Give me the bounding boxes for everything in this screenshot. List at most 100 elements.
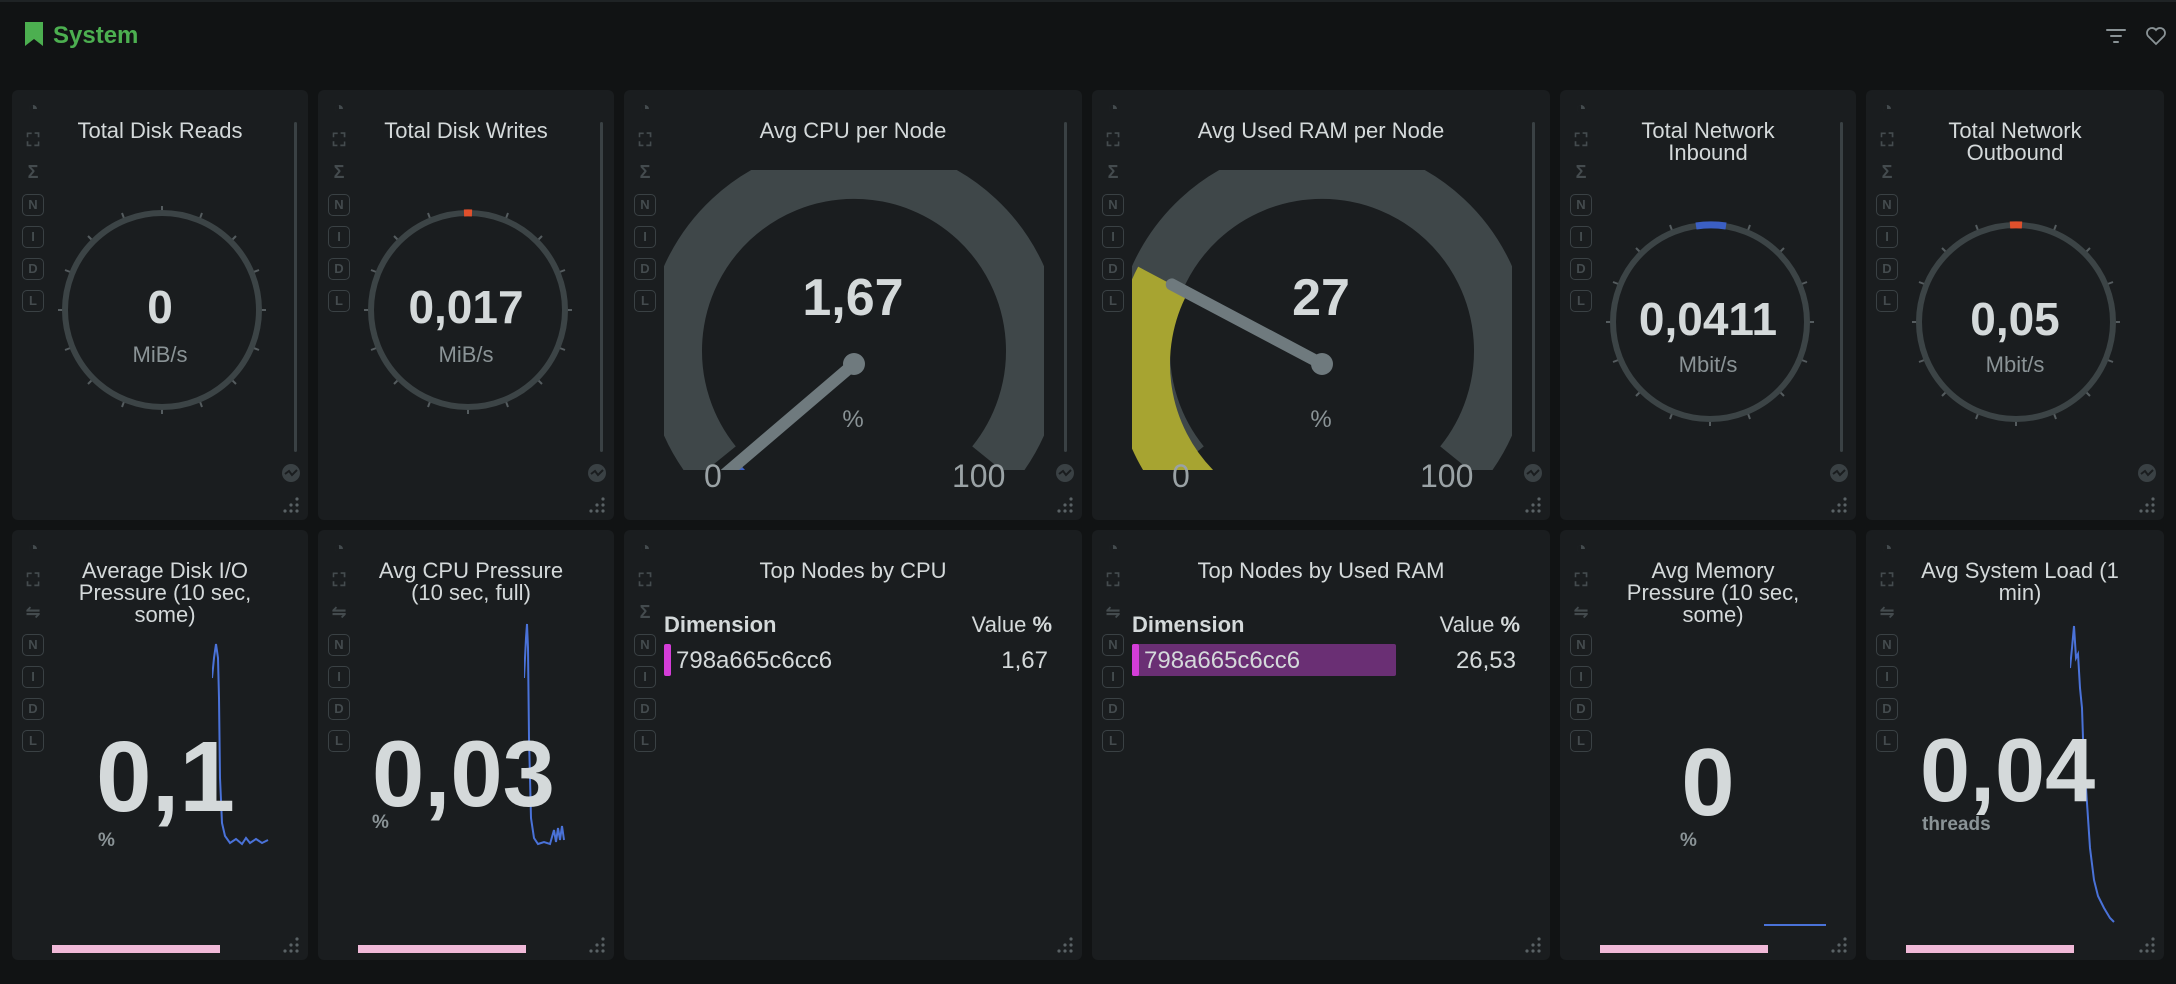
panel-top-nodes-by-used-ram[interactable]: ◔ ⛶ ⇋ N I D L Top Nodes by Used RAM Dime…	[1092, 530, 1550, 960]
panel-scrollbar[interactable]	[294, 122, 297, 452]
panel-avg-memory-pressure[interactable]: ◔ ⛶ ⇋ N I D L Avg Memory Pressure (10 se…	[1560, 530, 1856, 960]
chart-type-icon[interactable]: ◔	[1107, 98, 1119, 118]
i-icon[interactable]: I	[1876, 666, 1898, 688]
l-icon[interactable]: L	[1876, 730, 1898, 752]
settings-icon[interactable]	[1054, 462, 1076, 484]
expand-icon[interactable]: ⛶	[26, 130, 40, 150]
d-icon[interactable]: D	[1876, 698, 1898, 720]
d-icon[interactable]: D	[1570, 258, 1592, 280]
resize-handle-icon[interactable]	[1056, 936, 1074, 954]
heart-icon[interactable]	[2144, 24, 2168, 48]
l-icon[interactable]: L	[1570, 290, 1592, 312]
n-icon[interactable]: N	[1570, 634, 1592, 656]
d-icon[interactable]: D	[328, 698, 350, 720]
arrows-icon[interactable]: ⇋	[331, 602, 347, 622]
table-row[interactable]: 798a665c6cc6 1,67	[664, 644, 1052, 678]
l-icon[interactable]: L	[22, 730, 44, 752]
l-icon[interactable]: L	[1102, 290, 1124, 312]
panel-total-network-outbound[interactable]: ◔ ⛶ Σ N I D L Total Network Outbound 0,0…	[1866, 90, 2164, 520]
n-icon[interactable]: N	[328, 194, 350, 216]
i-icon[interactable]: I	[22, 226, 44, 248]
settings-icon[interactable]	[586, 462, 608, 484]
sum-icon[interactable]: Σ	[1107, 162, 1119, 182]
resize-handle-icon[interactable]	[588, 936, 606, 954]
expand-icon[interactable]: ⛶	[26, 570, 40, 590]
l-icon[interactable]: L	[1570, 730, 1592, 752]
expand-icon[interactable]: ⛶	[1106, 570, 1120, 590]
settings-icon[interactable]	[1522, 462, 1544, 484]
chart-type-icon[interactable]: ◔	[639, 538, 651, 558]
resize-handle-icon[interactable]	[2138, 496, 2156, 514]
panel-avg-used-ram-per-node[interactable]: ◔ ⛶ Σ N I D L Avg Used RAM per Node 27 %…	[1092, 90, 1550, 520]
panel-scrollbar[interactable]	[1840, 122, 1843, 452]
settings-icon[interactable]	[280, 462, 302, 484]
sum-icon[interactable]: Σ	[27, 162, 39, 182]
i-icon[interactable]: I	[634, 226, 656, 248]
sum-icon[interactable]: Σ	[639, 602, 651, 622]
n-icon[interactable]: N	[328, 634, 350, 656]
chart-type-icon[interactable]: ◔	[1881, 98, 1893, 118]
d-icon[interactable]: D	[634, 258, 656, 280]
expand-icon[interactable]: ⛶	[332, 570, 346, 590]
settings-icon[interactable]	[1828, 462, 1850, 484]
n-icon[interactable]: N	[634, 194, 656, 216]
i-icon[interactable]: I	[1102, 666, 1124, 688]
chart-type-icon[interactable]: ◔	[27, 98, 39, 118]
d-icon[interactable]: D	[328, 258, 350, 280]
sum-icon[interactable]: Σ	[333, 162, 345, 182]
resize-handle-icon[interactable]	[2138, 936, 2156, 954]
n-icon[interactable]: N	[22, 194, 44, 216]
panel-total-disk-writes[interactable]: ◔ ⛶ Σ N I D L Total Disk Writes 0,017 Mi…	[318, 90, 614, 520]
expand-icon[interactable]: ⛶	[1880, 570, 1894, 590]
expand-icon[interactable]: ⛶	[638, 130, 652, 150]
resize-handle-icon[interactable]	[1830, 936, 1848, 954]
i-icon[interactable]: I	[1570, 226, 1592, 248]
chart-type-icon[interactable]: ◔	[1107, 538, 1119, 558]
i-icon[interactable]: I	[328, 666, 350, 688]
resize-handle-icon[interactable]	[588, 496, 606, 514]
d-icon[interactable]: D	[22, 258, 44, 280]
panel-scrollbar[interactable]	[600, 122, 603, 452]
chart-type-icon[interactable]: ◔	[1881, 538, 1893, 558]
resize-handle-icon[interactable]	[1830, 496, 1848, 514]
table-row[interactable]: 798a665c6cc6 26,53	[1132, 644, 1520, 678]
arrows-icon[interactable]: ⇋	[1879, 602, 1895, 622]
filter-icon[interactable]	[2104, 24, 2128, 48]
column-dimension[interactable]: Dimension	[1132, 612, 1245, 637]
expand-icon[interactable]: ⛶	[1574, 130, 1588, 150]
resize-handle-icon[interactable]	[1524, 496, 1542, 514]
resize-handle-icon[interactable]	[1524, 936, 1542, 954]
l-icon[interactable]: L	[328, 290, 350, 312]
d-icon[interactable]: D	[1876, 258, 1898, 280]
expand-icon[interactable]: ⛶	[332, 130, 346, 150]
column-dimension[interactable]: Dimension	[664, 612, 777, 637]
sum-icon[interactable]: Σ	[1575, 162, 1587, 182]
column-value[interactable]: Value %	[972, 612, 1052, 638]
arrows-icon[interactable]: ⇋	[1573, 602, 1589, 622]
l-icon[interactable]: L	[1102, 730, 1124, 752]
resize-handle-icon[interactable]	[1056, 496, 1074, 514]
n-icon[interactable]: N	[1102, 634, 1124, 656]
panel-avg-disk-io-pressure[interactable]: ◔ ⛶ ⇋ N I D L Average Disk I/O Pressure …	[12, 530, 308, 960]
chart-type-icon[interactable]: ◔	[1575, 538, 1587, 558]
settings-icon[interactable]	[2136, 462, 2158, 484]
panel-scrollbar[interactable]	[1532, 122, 1535, 452]
n-icon[interactable]: N	[634, 634, 656, 656]
l-icon[interactable]: L	[22, 290, 44, 312]
l-icon[interactable]: L	[634, 290, 656, 312]
n-icon[interactable]: N	[1876, 194, 1898, 216]
resize-handle-icon[interactable]	[282, 496, 300, 514]
panel-avg-cpu-per-node[interactable]: ◔ ⛶ Σ N I D L Avg CPU per Node 1,67 % 0 …	[624, 90, 1082, 520]
bookmark-icon[interactable]	[24, 21, 44, 47]
n-icon[interactable]: N	[1570, 194, 1592, 216]
n-icon[interactable]: N	[1876, 634, 1898, 656]
expand-icon[interactable]: ⛶	[1106, 130, 1120, 150]
i-icon[interactable]: I	[1876, 226, 1898, 248]
arrows-icon[interactable]: ⇋	[25, 602, 41, 622]
d-icon[interactable]: D	[634, 698, 656, 720]
panel-top-nodes-by-cpu[interactable]: ◔ ⛶ Σ N I D L Top Nodes by CPU Dimension…	[624, 530, 1082, 960]
arrows-icon[interactable]: ⇋	[1105, 602, 1121, 622]
d-icon[interactable]: D	[1102, 258, 1124, 280]
l-icon[interactable]: L	[634, 730, 656, 752]
chart-type-icon[interactable]: ◔	[333, 98, 345, 118]
